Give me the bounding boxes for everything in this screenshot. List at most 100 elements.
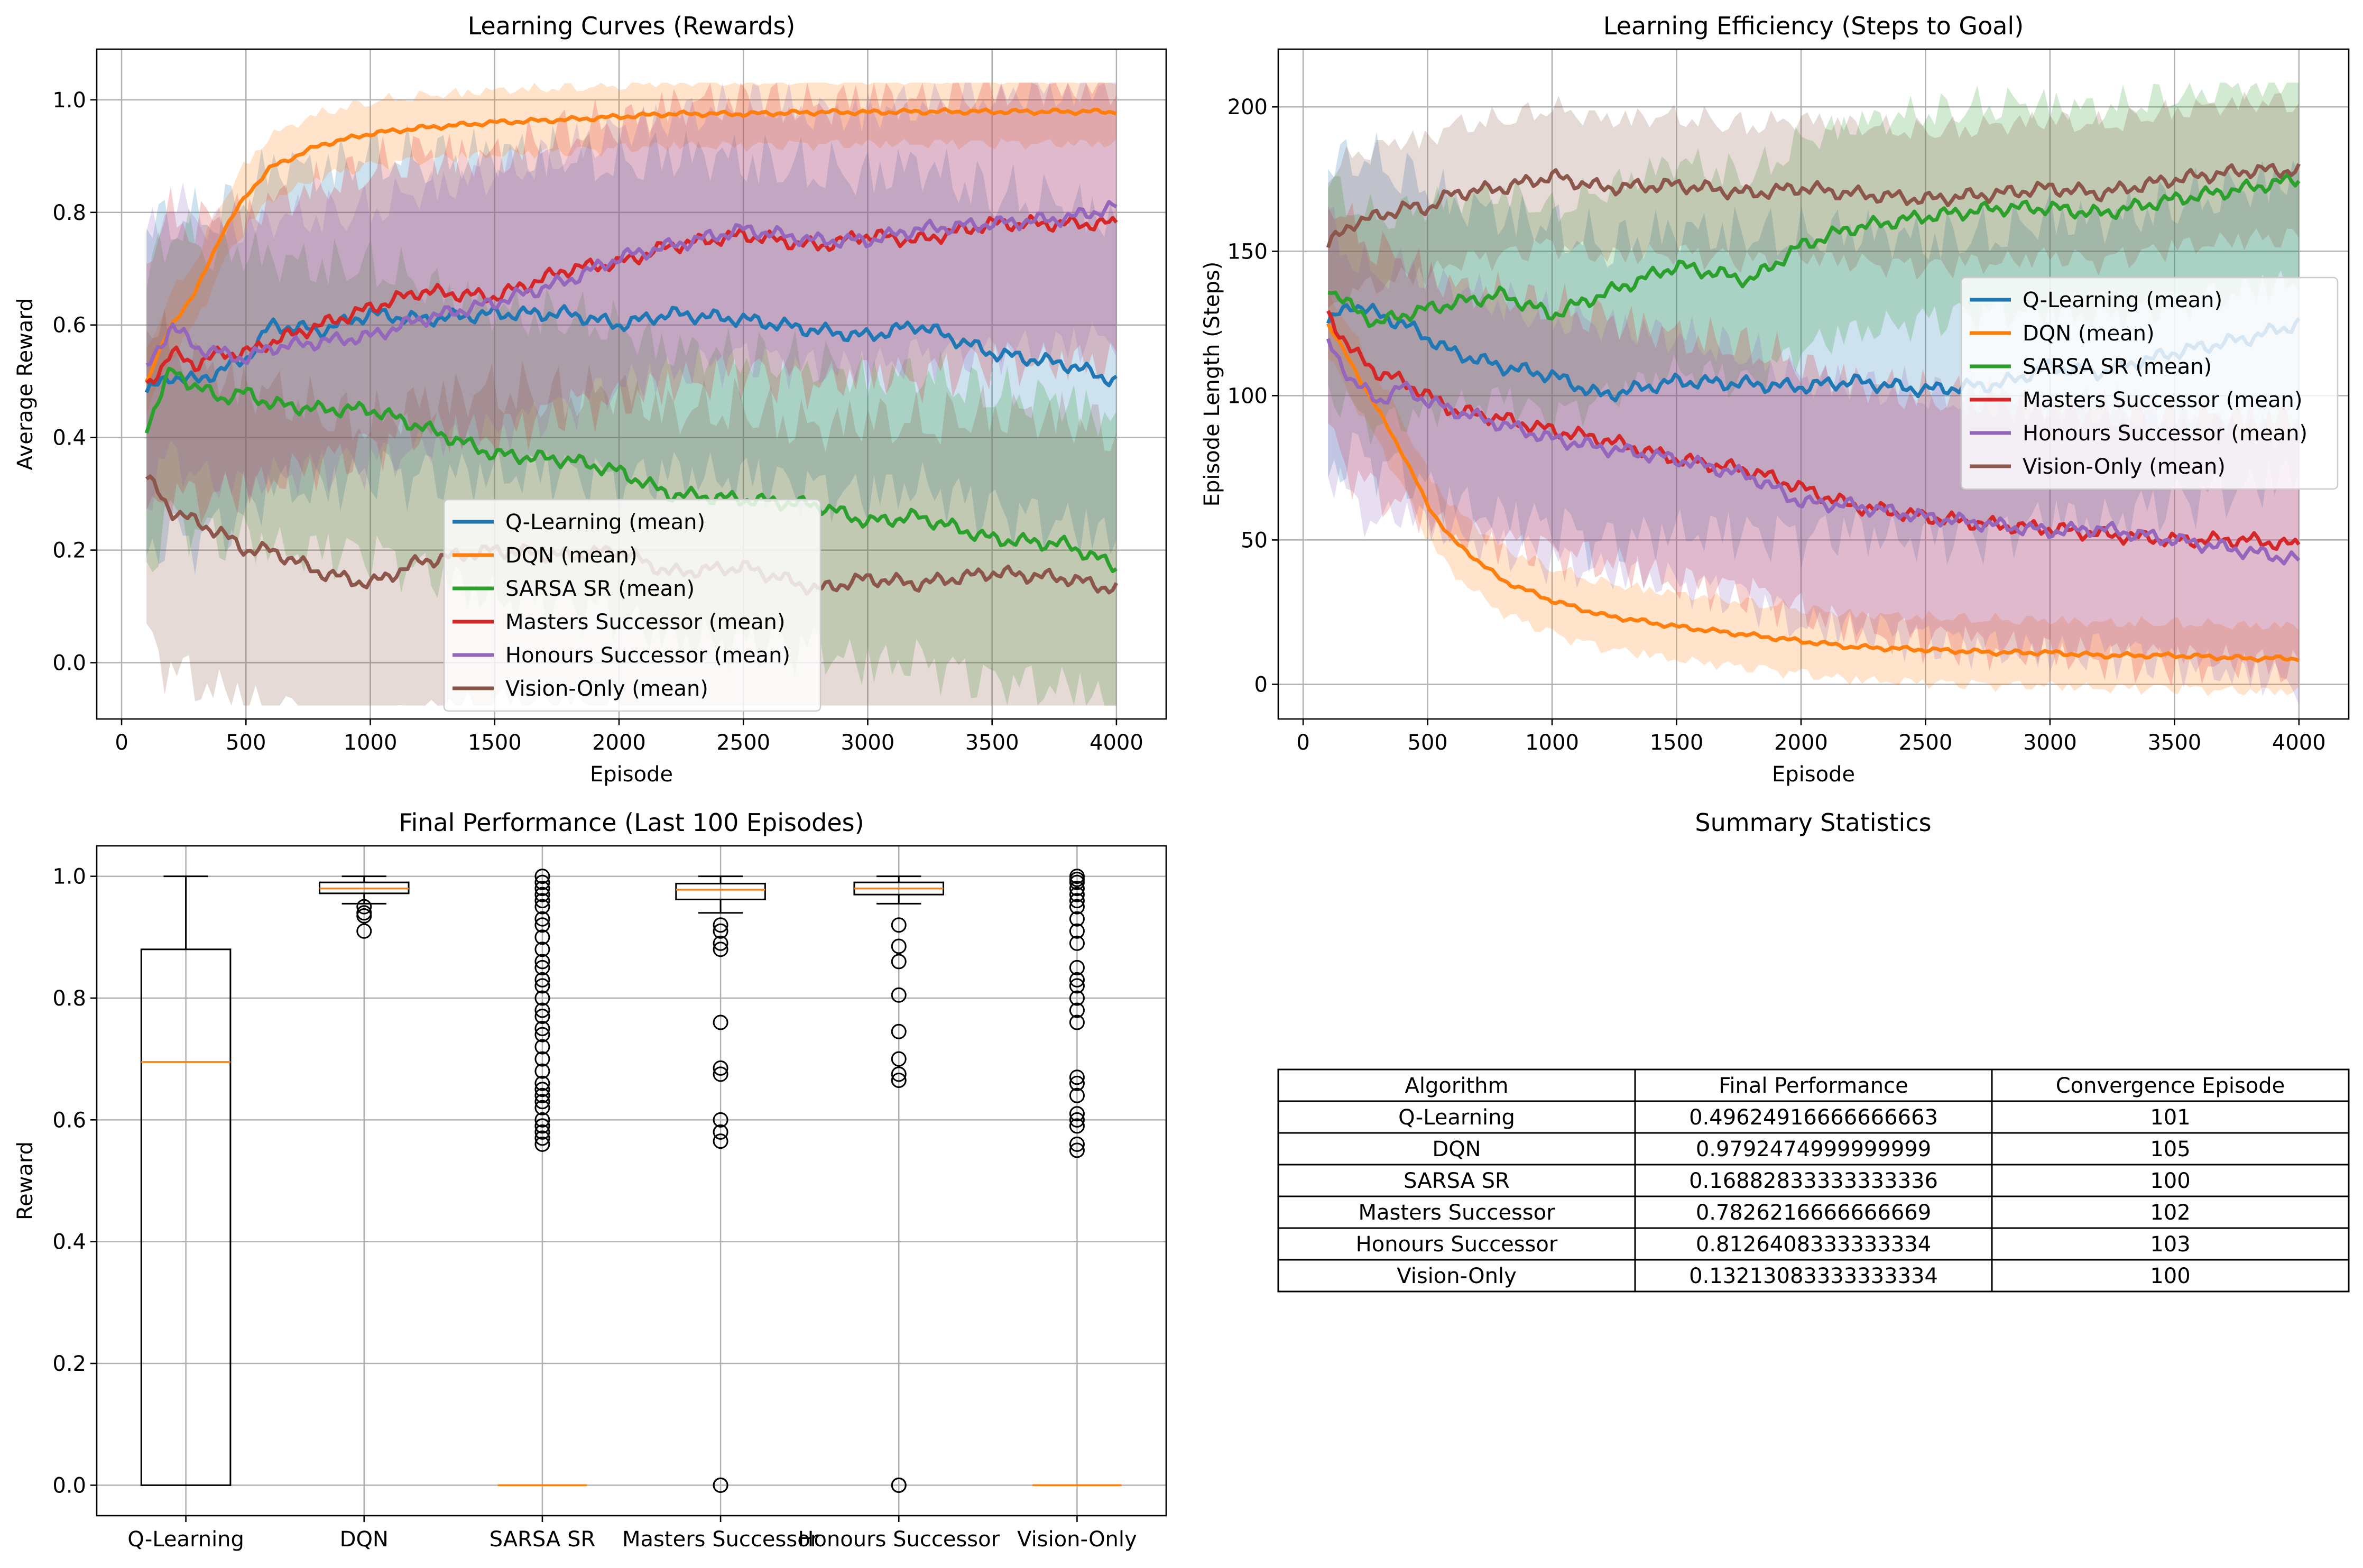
table-cell-text: 100 bbox=[2150, 1264, 2190, 1288]
band-sarsa bbox=[1328, 82, 2299, 445]
category-label: Honours Successor bbox=[798, 1527, 1000, 1552]
x-tick-label: 0 bbox=[115, 731, 128, 755]
outlier-point bbox=[534, 942, 550, 957]
table-cell bbox=[1277, 1195, 1636, 1229]
y-tick-label: 1.0 bbox=[52, 865, 86, 889]
outlier-point bbox=[1069, 923, 1085, 939]
outlier-point bbox=[713, 1133, 728, 1149]
table-cell-text: 102 bbox=[2150, 1201, 2190, 1225]
outlier-point bbox=[1069, 1075, 1085, 1091]
legend-box bbox=[1960, 276, 2339, 490]
table-header-label: Final Performance bbox=[1719, 1074, 1908, 1098]
series-line-honours bbox=[1326, 338, 2301, 566]
table-cell bbox=[1277, 1132, 1636, 1166]
legend-label-q: Q-Learning (mean) bbox=[2023, 288, 2222, 312]
table-cell bbox=[1634, 1227, 1993, 1261]
table-cell-text: 0.49624916666666663 bbox=[1689, 1105, 1938, 1130]
x-tick-label: 4000 bbox=[2272, 731, 2326, 755]
band-honours bbox=[146, 82, 1116, 511]
table-cell bbox=[1991, 1259, 2350, 1293]
outlier-point bbox=[713, 1060, 728, 1076]
table-header-cell bbox=[1277, 1068, 1636, 1102]
table-cell-text: 0.7826216666666669 bbox=[1696, 1201, 1931, 1225]
chart-title: Final Performance (Last 100 Episodes) bbox=[399, 808, 864, 837]
table-cell-text: 101 bbox=[2150, 1105, 2190, 1130]
table-cell-text: 0.13213083333333334 bbox=[1689, 1264, 1938, 1288]
outlier-point bbox=[534, 1118, 550, 1134]
y-tick-label: 0.4 bbox=[52, 426, 86, 450]
y-tick-label: 0 bbox=[1254, 672, 1268, 697]
legend-label-vision: Vision-Only (mean) bbox=[505, 677, 708, 701]
y-tick-label: 0.0 bbox=[52, 1473, 86, 1498]
x-tick-label: 3500 bbox=[965, 731, 1019, 755]
outlier-point bbox=[713, 1112, 728, 1128]
outlier-point bbox=[534, 1100, 550, 1115]
y-tick-label: 0.8 bbox=[52, 986, 86, 1011]
outlier-point bbox=[534, 1082, 550, 1097]
outlier-point bbox=[891, 1066, 907, 1082]
table-cell-text: DQN bbox=[1432, 1137, 1481, 1161]
category-label: Masters Successor bbox=[622, 1527, 819, 1552]
x-axis-label: Episode bbox=[590, 762, 673, 787]
outlier-point bbox=[534, 1021, 550, 1037]
series-line-q bbox=[144, 304, 1118, 393]
outlier-point bbox=[534, 1094, 550, 1110]
series-line-sarsa bbox=[1327, 172, 2301, 328]
legend-label-sarsa: SARSA SR (mean) bbox=[505, 577, 695, 601]
y-tick-label: 0.0 bbox=[52, 651, 86, 676]
outlier-point bbox=[1069, 990, 1085, 1006]
category-label: Q-Learning bbox=[127, 1527, 244, 1552]
x-tick-label: 1500 bbox=[468, 731, 522, 755]
category-label: SARSA SR bbox=[490, 1527, 596, 1552]
x-tick-label: 3000 bbox=[2023, 731, 2077, 755]
band-dqn bbox=[1328, 288, 2299, 696]
table-cell bbox=[1991, 1100, 2350, 1134]
outlier-point bbox=[1069, 1069, 1085, 1085]
series-line-dqn bbox=[145, 107, 1118, 383]
table-cell-text: 105 bbox=[2150, 1137, 2190, 1161]
legend-label-sarsa: SARSA SR (mean) bbox=[2023, 355, 2212, 379]
outlier-point bbox=[534, 929, 550, 945]
table-cell bbox=[1991, 1227, 2350, 1261]
outlier-point bbox=[1069, 899, 1085, 915]
category-label: DQN bbox=[340, 1527, 389, 1552]
axes-frame bbox=[96, 845, 1167, 1517]
y-tick-label: 0.8 bbox=[52, 201, 86, 225]
outlier-point bbox=[534, 954, 550, 970]
legend-box bbox=[443, 499, 821, 712]
outlier-point bbox=[713, 935, 728, 951]
outlier-point bbox=[713, 1477, 728, 1493]
table-cell bbox=[1277, 1100, 1636, 1134]
summary-table: Summary Statistics Algorithm Final Perform… bbox=[1277, 808, 2350, 1293]
legend: Q-Learning (mean) DQN (mean) SARSA SR (mea… bbox=[1960, 276, 2339, 490]
outlier-point bbox=[1069, 1118, 1085, 1134]
outlier-point bbox=[1069, 874, 1085, 890]
chart-title: Learning Efficiency (Steps to Goal) bbox=[1603, 12, 2024, 40]
outlier-point bbox=[891, 1072, 907, 1088]
outlier-point bbox=[534, 887, 550, 902]
legend-label-masters: Masters Successor (mean) bbox=[2023, 388, 2302, 412]
x-tick-label: 2500 bbox=[1899, 731, 1953, 755]
y-tick-label: 0.4 bbox=[52, 1230, 86, 1255]
table-cell bbox=[1634, 1259, 1993, 1293]
y-tick-label: 0.2 bbox=[52, 1352, 86, 1376]
outlier-point bbox=[891, 1051, 907, 1067]
table-cell-text: Q-Learning bbox=[1398, 1105, 1515, 1130]
table-cell bbox=[1277, 1164, 1636, 1197]
band-masters bbox=[146, 82, 1116, 524]
outlier-point bbox=[534, 1112, 550, 1128]
table-cell-text: SARSA SR bbox=[1404, 1169, 1510, 1193]
outlier-point bbox=[534, 869, 550, 884]
outlier-point bbox=[1069, 1106, 1085, 1122]
outlier-point bbox=[713, 1124, 728, 1140]
legend-label-dqn: DQN (mean) bbox=[2023, 321, 2155, 346]
outlier-point bbox=[1069, 935, 1085, 951]
outlier-point bbox=[1069, 1112, 1085, 1128]
outlier-point bbox=[1069, 1142, 1085, 1158]
outlier-point bbox=[534, 1009, 550, 1025]
series-line-sarsa bbox=[144, 366, 1118, 574]
y-tick-label: 0.2 bbox=[52, 539, 86, 563]
table-cell-text: 103 bbox=[2150, 1232, 2190, 1257]
boxes bbox=[140, 869, 1122, 1493]
